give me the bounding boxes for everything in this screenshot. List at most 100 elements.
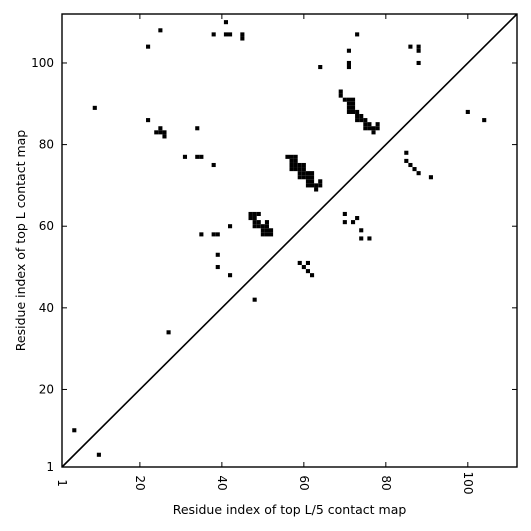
contact-point bbox=[482, 118, 487, 123]
contact-point bbox=[289, 162, 294, 168]
contact-point bbox=[350, 97, 356, 102]
contact-point bbox=[223, 20, 229, 25]
contact-point bbox=[342, 220, 347, 225]
contact-point bbox=[256, 211, 261, 217]
contact-point bbox=[256, 220, 261, 225]
contact-point bbox=[350, 109, 356, 114]
contact-point bbox=[310, 179, 315, 184]
contact-point bbox=[297, 260, 302, 265]
contact-point bbox=[305, 179, 310, 184]
contact-point bbox=[363, 126, 368, 131]
contact-point bbox=[211, 232, 216, 237]
contact-point bbox=[199, 154, 204, 159]
y-tick-label: 40 bbox=[39, 301, 54, 315]
contact-points bbox=[72, 20, 487, 457]
contact-point bbox=[416, 60, 421, 66]
x-axis-label: Residue index of top L/5 contact map bbox=[173, 502, 407, 517]
contact-point bbox=[92, 105, 97, 110]
contact-point bbox=[215, 264, 220, 270]
contact-point bbox=[195, 154, 200, 159]
contact-point bbox=[355, 216, 360, 221]
contact-point bbox=[269, 232, 274, 237]
x-tick-label: 100 bbox=[461, 472, 475, 495]
contact-point bbox=[346, 101, 351, 106]
contact-point bbox=[293, 154, 298, 159]
y-axis-ticks: 1 20 40 60 80 100 bbox=[31, 56, 517, 474]
contact-point bbox=[367, 126, 372, 131]
contact-point bbox=[252, 211, 257, 217]
contact-point bbox=[350, 220, 356, 225]
contact-point bbox=[359, 236, 364, 241]
contact-point bbox=[408, 162, 413, 168]
contact-point bbox=[346, 48, 351, 53]
contact-point bbox=[314, 187, 319, 192]
contact-point bbox=[269, 228, 274, 233]
contact-point bbox=[260, 228, 265, 233]
contact-point bbox=[248, 216, 253, 221]
contact-point bbox=[363, 118, 368, 123]
contact-point bbox=[404, 150, 409, 155]
contact-point bbox=[408, 44, 413, 49]
contact-point bbox=[301, 264, 306, 270]
contact-point bbox=[211, 162, 216, 168]
contact-point bbox=[285, 154, 290, 159]
contact-point bbox=[310, 273, 315, 278]
contact-point bbox=[297, 171, 302, 176]
contact-point bbox=[375, 126, 380, 131]
contact-point bbox=[252, 216, 257, 221]
contact-point bbox=[301, 175, 306, 180]
contact-point bbox=[346, 105, 351, 110]
x-tick-label: 20 bbox=[133, 475, 147, 490]
contact-point bbox=[158, 130, 163, 135]
contact-point bbox=[355, 113, 360, 119]
contact-point bbox=[215, 252, 220, 257]
contact-point bbox=[412, 167, 417, 172]
contact-point bbox=[375, 122, 380, 127]
contact-point bbox=[228, 273, 233, 278]
contact-point bbox=[338, 89, 343, 94]
contact-point bbox=[228, 224, 233, 229]
contact-point bbox=[215, 232, 220, 237]
contact-point bbox=[310, 171, 315, 176]
contact-point bbox=[72, 428, 77, 433]
contact-point bbox=[146, 118, 151, 123]
contact-point bbox=[264, 224, 270, 229]
contact-point bbox=[355, 118, 360, 123]
contact-point bbox=[256, 224, 261, 229]
x-tick-label: 40 bbox=[215, 475, 229, 490]
contact-point bbox=[367, 236, 372, 241]
contact-point bbox=[359, 113, 364, 119]
contact-point bbox=[228, 32, 233, 37]
contact-point bbox=[416, 171, 421, 176]
contact-point bbox=[346, 109, 351, 114]
contact-point bbox=[301, 167, 306, 172]
contact-point bbox=[318, 179, 323, 184]
contact-point bbox=[223, 32, 229, 37]
contact-point bbox=[428, 175, 433, 180]
contact-point bbox=[158, 126, 163, 131]
contact-point bbox=[252, 220, 257, 225]
contact-point bbox=[350, 101, 356, 106]
contact-point bbox=[289, 158, 294, 163]
contact-point bbox=[355, 109, 360, 114]
contact-point bbox=[367, 122, 372, 127]
contact-point bbox=[240, 32, 245, 37]
contact-point bbox=[260, 224, 265, 229]
y-tick-label: 100 bbox=[31, 56, 54, 70]
y-tick-label: 1 bbox=[46, 460, 54, 474]
y-tick-label: 80 bbox=[39, 138, 54, 152]
contact-point bbox=[182, 154, 188, 159]
contact-point bbox=[338, 93, 343, 98]
contact-point bbox=[154, 130, 159, 135]
contact-point bbox=[166, 330, 171, 335]
plot-frame bbox=[61, 13, 518, 468]
contact-point bbox=[404, 158, 409, 163]
contact-point bbox=[293, 167, 298, 172]
contact-point bbox=[371, 130, 376, 135]
contact-point bbox=[252, 224, 257, 229]
contact-point bbox=[318, 183, 323, 188]
contact-point bbox=[346, 60, 351, 66]
contact-point bbox=[301, 171, 306, 176]
y-axis-label: Residue index of top L contact map bbox=[13, 130, 28, 351]
